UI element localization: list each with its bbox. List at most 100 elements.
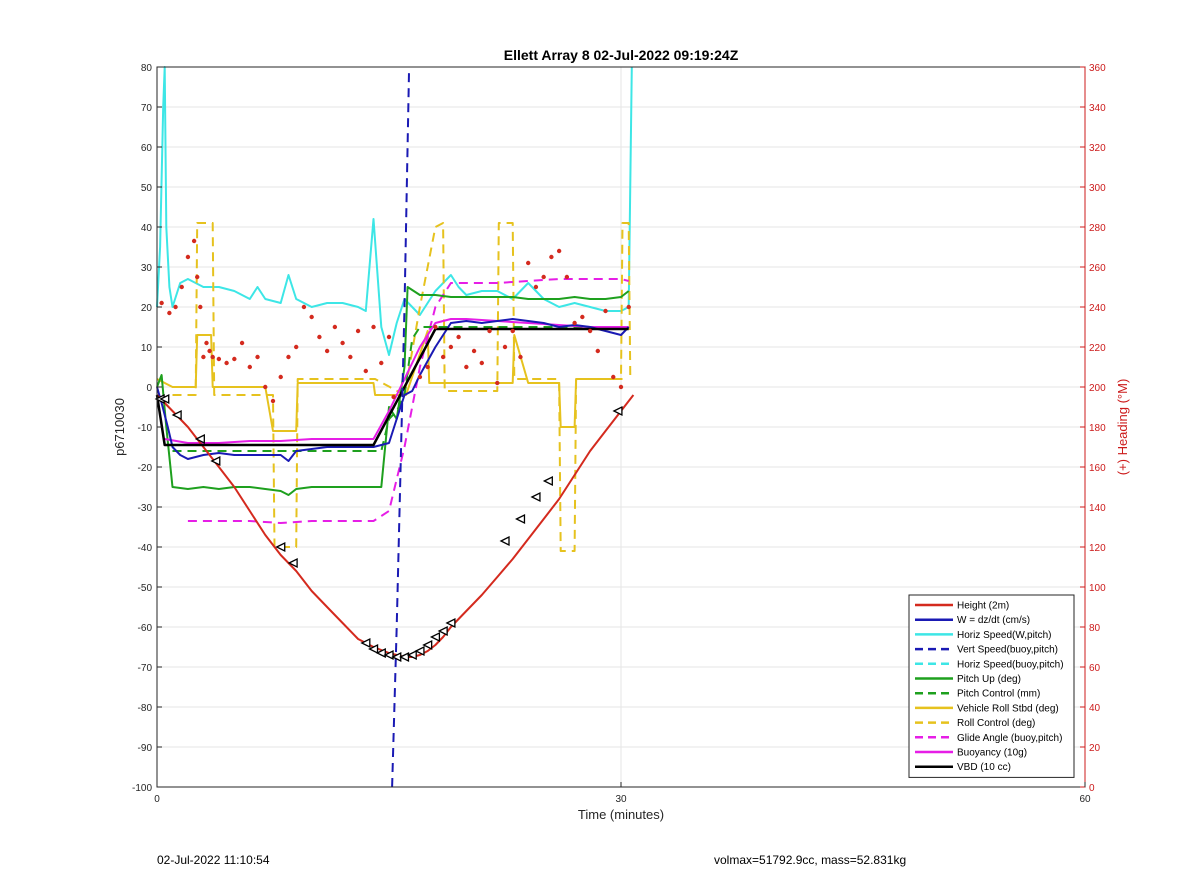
height-marker (287, 557, 298, 569)
height-markers (154, 393, 623, 663)
heading-point (379, 360, 384, 366)
heading-point (286, 354, 291, 360)
heading-point (239, 340, 245, 346)
legend-label-glide_angle: Glide Angle (buoy,pitch) (957, 733, 1062, 744)
heading-point (464, 364, 469, 370)
height-marker (383, 649, 394, 661)
y2-tick-label: 320 (1089, 143, 1106, 154)
heading-point (348, 354, 353, 360)
heading-point (487, 328, 492, 334)
y-tick-label: 40 (141, 223, 153, 234)
x-axis-label: Time (minutes) (578, 807, 664, 822)
heading-point (294, 344, 299, 350)
heading-point (159, 300, 164, 306)
y-tick-label: -100 (132, 783, 152, 794)
y2-tick-label: 260 (1089, 263, 1106, 274)
y-tick-label: -30 (138, 503, 153, 514)
y-tick-label: 80 (141, 63, 153, 74)
height-marker (414, 645, 425, 657)
height-marker (375, 647, 386, 659)
legend-label-w: W = dz/dt (cm/s) (957, 615, 1030, 626)
heading-point (263, 384, 268, 390)
height-marker (515, 513, 526, 525)
series-line-pitch_control (172, 326, 629, 452)
y2-tick-label: 340 (1089, 103, 1106, 114)
height-marker (159, 393, 170, 405)
y-tick-label: -90 (138, 743, 153, 754)
heading-point (255, 354, 260, 360)
y-tick-label: 30 (141, 263, 153, 274)
legend-label-horiz_speed_buoy: Horiz Speed(buoy,pitch) (957, 659, 1064, 670)
heading-point (433, 324, 438, 330)
heading-point (479, 360, 484, 366)
heading-point (448, 344, 454, 350)
heading-point (456, 334, 461, 340)
heading-point (309, 314, 314, 320)
height-marker (499, 535, 510, 547)
y-tick-label: -10 (138, 423, 153, 434)
height-marker (368, 643, 379, 655)
x-tick-label: 30 (615, 794, 627, 805)
y2-tick-label: 0 (1089, 783, 1095, 794)
heading-point (332, 324, 338, 330)
series-line-glide_angle (187, 278, 629, 524)
height-marker (437, 625, 448, 637)
legend-label-height: Height (2m) (957, 601, 1009, 612)
heading-point (502, 344, 508, 350)
height-marker (542, 475, 553, 487)
heading-point (179, 284, 184, 290)
y-tick-label: -60 (138, 623, 153, 634)
series-line-roll_control (172, 222, 632, 552)
heading-point (440, 354, 446, 360)
legend-label-roll_control: Roll Control (deg) (957, 718, 1035, 729)
y-tick-label: 50 (141, 183, 153, 194)
y-tick-label: 20 (141, 303, 153, 314)
heading-point (210, 354, 215, 360)
legend: Height (2m) W = dz/dt (cm/s) Horiz Speed(W… (908, 594, 1075, 778)
heading-point (386, 334, 392, 340)
heading-point (355, 328, 361, 334)
legend-label-horiz_speed: Horiz Speed(W,pitch) (957, 630, 1051, 641)
legend-label-pitch_up: Pitch Up (deg) (957, 674, 1021, 685)
y-tick-label: -50 (138, 583, 153, 594)
y2-tick-label: 360 (1089, 63, 1106, 74)
y2-tick-label: 60 (1089, 663, 1101, 674)
y-axis-label: p6710030 (112, 398, 127, 456)
y2-tick-label: 80 (1089, 623, 1101, 634)
heading-point (533, 284, 539, 290)
heading-point (626, 304, 631, 310)
y2-tick-label: 100 (1089, 583, 1106, 594)
heading-point (618, 384, 624, 390)
y2-tick-label: 220 (1089, 343, 1106, 354)
heading-point (495, 380, 500, 386)
heading-point (580, 314, 585, 320)
axes: -100-90-80-70-60-50-40-30-20-10010203040… (132, 63, 1106, 805)
chart-title: Ellett Array 8 02-Jul-2022 09:19:24Z (504, 47, 739, 63)
heading-point (198, 304, 203, 310)
heading-point (185, 254, 191, 260)
height-marker (194, 433, 205, 445)
y-tick-label: 70 (141, 103, 153, 114)
height-marker (612, 405, 623, 417)
y2-tick-label: 140 (1089, 503, 1106, 514)
height-marker (210, 455, 221, 467)
heading-point (173, 304, 178, 310)
y-tick-label: -80 (138, 703, 153, 714)
series-line-horiz_speed (156, 66, 633, 356)
y2-axis-label: (+) Heading (°M) (1115, 379, 1130, 476)
heading-point (216, 356, 222, 362)
y-tick-label: -70 (138, 663, 153, 674)
series-line-pitch_up (156, 286, 630, 496)
heading-point (518, 354, 523, 360)
y2-tick-label: 160 (1089, 463, 1106, 474)
y2-tick-label: 300 (1089, 183, 1106, 194)
heading-point (278, 374, 283, 380)
y-tick-label: 10 (141, 343, 153, 354)
heading-point (204, 340, 209, 346)
height-marker (275, 541, 286, 553)
legend-box (908, 594, 1075, 778)
legend-label-pitch_control: Pitch Control (mm) (957, 689, 1040, 700)
heading-point (572, 320, 577, 326)
series-line-vbd (155, 327, 629, 447)
y-tick-label: -20 (138, 463, 153, 474)
